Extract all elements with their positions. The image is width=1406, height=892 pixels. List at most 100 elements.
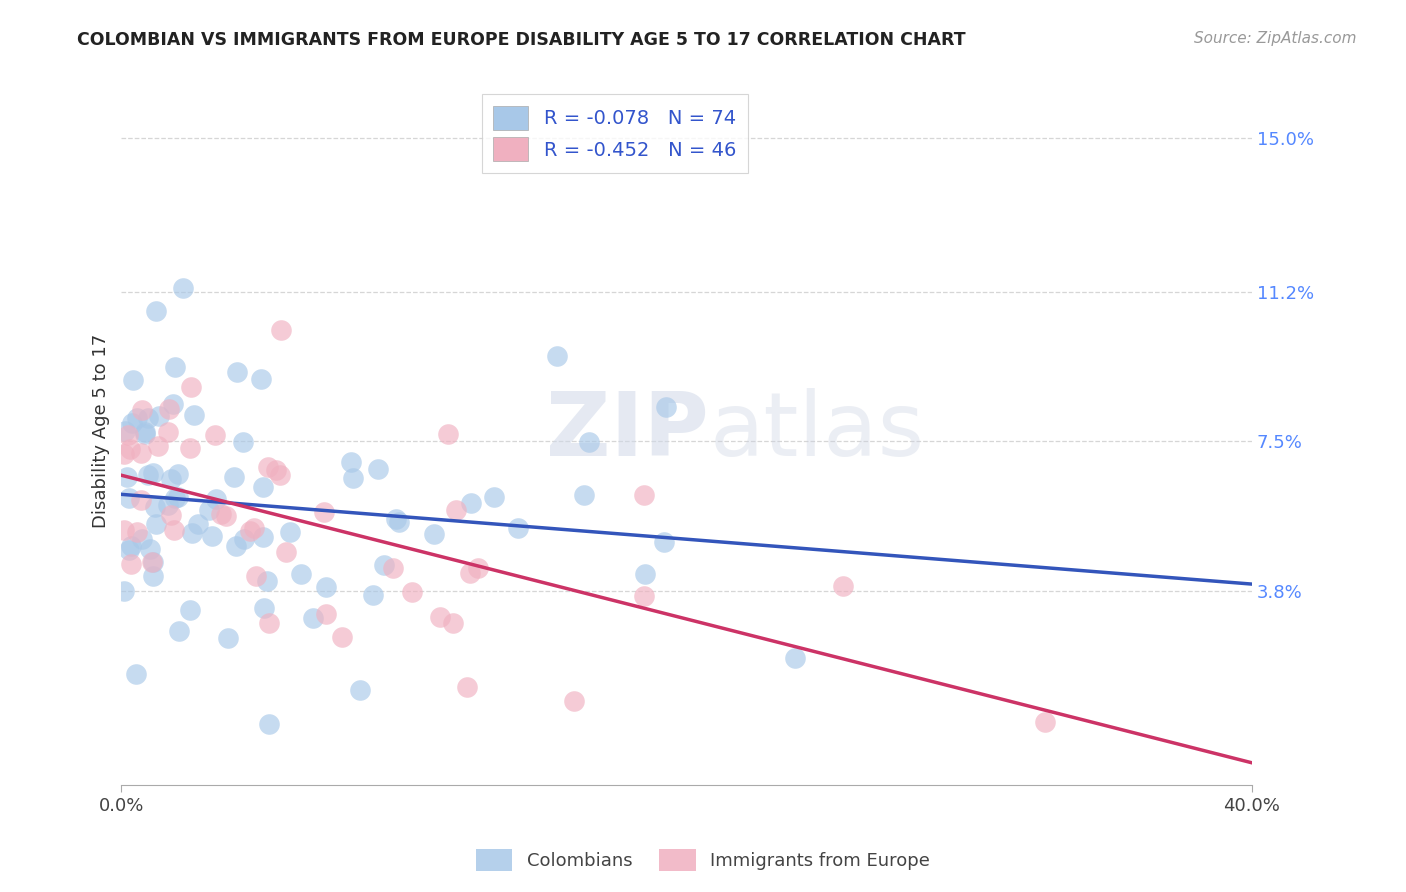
Point — [256, 574, 278, 589]
Point — [187, 516, 209, 531]
Point — [169, 624, 191, 639]
Point — [131, 402, 153, 417]
Point — [269, 468, 291, 483]
Point — [243, 521, 266, 535]
Point — [131, 532, 153, 546]
Point — [276, 545, 298, 559]
Point — [373, 558, 395, 573]
Point — [456, 680, 478, 694]
Point — [384, 511, 406, 525]
Point — [139, 542, 162, 557]
Point — [270, 323, 292, 337]
Point — [215, 509, 238, 524]
Point — [655, 401, 678, 415]
Text: COLOMBIAN VS IMMIGRANTS FROM EUROPE DISABILITY AGE 5 TO 17 CORRELATION CHART: COLOMBIAN VS IMMIGRANTS FROM EUROPE DISA… — [77, 31, 966, 49]
Point — [783, 650, 806, 665]
Point — [252, 530, 274, 544]
Point — [142, 555, 165, 569]
Point — [382, 560, 405, 574]
Point — [204, 428, 226, 442]
Point — [200, 529, 222, 543]
Point — [226, 365, 249, 379]
Point — [159, 472, 181, 486]
Point — [136, 468, 159, 483]
Point — [183, 408, 205, 422]
Text: atlas: atlas — [709, 388, 924, 475]
Legend: R = -0.078   N = 74, R = -0.452   N = 46: R = -0.078 N = 74, R = -0.452 N = 46 — [481, 95, 748, 173]
Point — [180, 380, 202, 394]
Point — [257, 616, 280, 631]
Point — [179, 603, 201, 617]
Point — [441, 616, 464, 631]
Point — [157, 402, 180, 417]
Point — [120, 558, 142, 572]
Point — [349, 683, 371, 698]
Point — [181, 526, 204, 541]
Point — [652, 534, 675, 549]
Point — [127, 525, 149, 540]
Point — [122, 372, 145, 386]
Point — [460, 496, 482, 510]
Point — [388, 515, 411, 529]
Point — [467, 560, 489, 574]
Point — [257, 717, 280, 731]
Point — [146, 439, 169, 453]
Point — [315, 607, 337, 622]
Point — [225, 539, 247, 553]
Point — [832, 579, 855, 593]
Point — [217, 631, 239, 645]
Point — [367, 462, 389, 476]
Point — [301, 611, 323, 625]
Point — [117, 428, 139, 442]
Point — [232, 435, 254, 450]
Point — [112, 584, 135, 599]
Point — [114, 425, 136, 439]
Point — [562, 694, 585, 708]
Point — [264, 463, 287, 477]
Point — [578, 434, 600, 449]
Point — [117, 491, 139, 506]
Point — [572, 488, 595, 502]
Point — [458, 566, 481, 580]
Point — [162, 397, 184, 411]
Point — [437, 427, 460, 442]
Point — [143, 500, 166, 515]
Legend: Colombians, Immigrants from Europe: Colombians, Immigrants from Europe — [470, 842, 936, 879]
Point — [330, 631, 353, 645]
Point — [129, 492, 152, 507]
Point — [127, 411, 149, 425]
Point — [233, 532, 256, 546]
Point — [257, 460, 280, 475]
Point — [340, 454, 363, 468]
Point — [148, 409, 170, 423]
Point — [198, 503, 221, 517]
Point — [290, 566, 312, 581]
Point — [145, 517, 167, 532]
Point — [245, 568, 267, 582]
Point — [205, 492, 228, 507]
Point — [238, 524, 260, 539]
Point — [278, 524, 301, 539]
Point — [315, 580, 337, 594]
Point — [120, 539, 142, 553]
Point — [546, 349, 568, 363]
Point — [160, 508, 183, 522]
Point — [252, 480, 274, 494]
Point — [209, 507, 232, 521]
Point — [141, 555, 163, 569]
Point — [1033, 715, 1056, 730]
Point — [423, 526, 446, 541]
Text: Source: ZipAtlas.com: Source: ZipAtlas.com — [1194, 31, 1357, 46]
Point — [134, 427, 156, 442]
Point — [118, 442, 141, 456]
Y-axis label: Disability Age 5 to 17: Disability Age 5 to 17 — [93, 334, 110, 528]
Point — [634, 566, 657, 581]
Point — [342, 471, 364, 485]
Text: ZIP: ZIP — [547, 388, 709, 475]
Point — [136, 411, 159, 425]
Point — [156, 498, 179, 512]
Point — [163, 359, 186, 374]
Point — [222, 469, 245, 483]
Point — [112, 447, 135, 461]
Point — [165, 491, 187, 505]
